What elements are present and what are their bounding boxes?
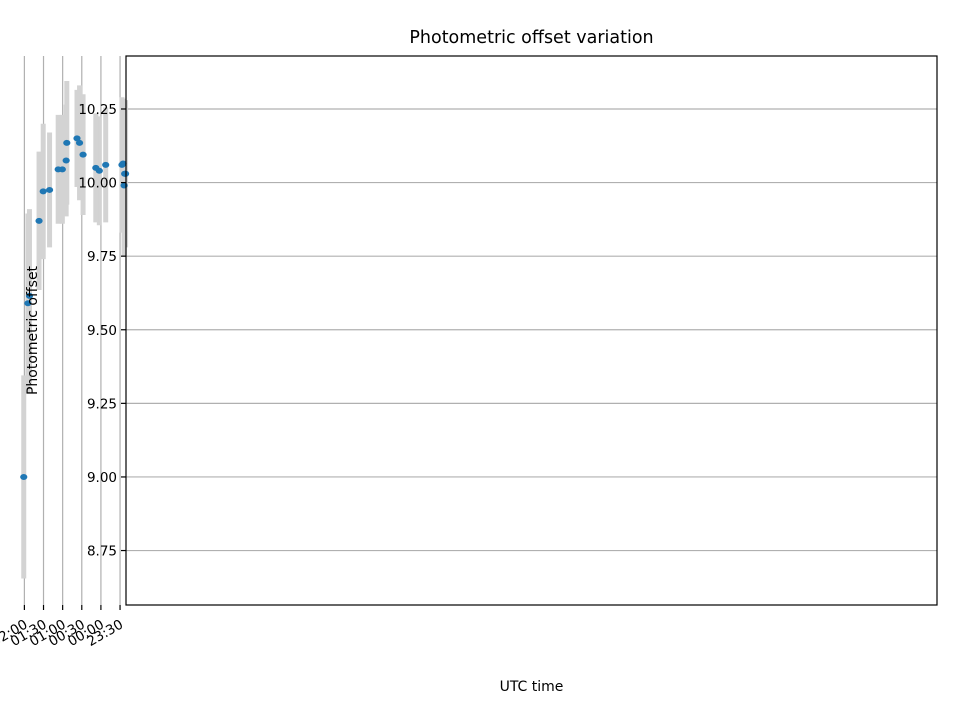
data-point <box>118 161 126 168</box>
data-point <box>25 292 34 299</box>
data-point <box>92 164 100 171</box>
data-point <box>63 139 71 146</box>
y-tick-label: 9.50 <box>87 323 117 339</box>
y-tick-label: 9.25 <box>87 396 117 412</box>
plot-frame <box>125 55 938 606</box>
y-axis-label: Photometric offset <box>25 265 41 395</box>
y-tick-label: 10.25 <box>78 102 117 118</box>
x-axis-label: UTC time <box>500 679 564 695</box>
y-tick-label: 8.75 <box>87 544 117 560</box>
y-tick-label: 10.00 <box>78 176 117 192</box>
data-point <box>35 217 43 224</box>
chart-title: Photometric offset variation <box>409 28 653 48</box>
data-point <box>120 182 128 189</box>
data-point <box>39 188 47 195</box>
y-tick-label: 9.00 <box>87 470 117 486</box>
data-point <box>24 300 32 307</box>
y-tick-label: 9.75 <box>87 249 117 265</box>
data-point <box>54 166 62 173</box>
data-point <box>121 170 129 177</box>
grid <box>23 56 937 605</box>
data-point <box>62 157 70 164</box>
data-point <box>45 186 54 193</box>
data-point <box>102 161 110 168</box>
data-point <box>20 473 28 480</box>
data-point <box>73 135 81 142</box>
y-axis-ticks: 8.75 9.00 9.25 9.50 9.75 10.00 10.25 <box>78 102 126 560</box>
data-point <box>79 151 87 158</box>
